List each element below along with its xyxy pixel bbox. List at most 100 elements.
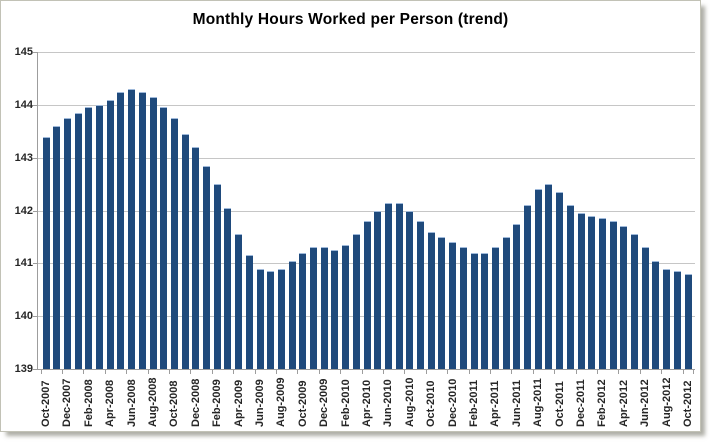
y-axis-tick-label: 145 xyxy=(14,46,33,58)
bar xyxy=(417,221,424,369)
bar xyxy=(277,268,285,369)
x-axis-tick xyxy=(361,370,363,374)
bar xyxy=(663,268,671,369)
bar xyxy=(577,213,585,369)
bar xyxy=(374,210,382,369)
bar xyxy=(53,125,61,369)
x-axis-tick-label: Aug-2008 xyxy=(147,377,159,427)
bar xyxy=(481,252,489,369)
y-axis-tick-label: 139 xyxy=(14,363,33,375)
x-axis-tick xyxy=(254,370,256,374)
bar xyxy=(427,231,435,369)
x-axis-tick-label: Dec-2010 xyxy=(446,378,459,427)
x-axis-tick-label: Dec-2011 xyxy=(575,379,587,427)
bar xyxy=(213,184,221,369)
bar xyxy=(684,273,692,369)
x-axis-tick xyxy=(126,370,128,374)
gridline xyxy=(38,157,695,159)
x-axis-tick-label: Aug-2009 xyxy=(275,377,288,427)
x-axis-tick xyxy=(147,370,149,374)
x-axis-tick xyxy=(425,370,427,374)
x-axis-tick xyxy=(297,370,299,374)
x-axis-tick xyxy=(532,370,534,374)
bar xyxy=(620,226,628,369)
x-axis-tick-label: Feb-2009 xyxy=(211,379,224,427)
framed-chart-image: Monthly Hours Worked per Person (trend) … xyxy=(0,0,701,432)
bar xyxy=(245,255,253,369)
x-axis-tick-label: Aug-2012 xyxy=(660,377,673,427)
y-axis-line xyxy=(37,52,38,370)
bar xyxy=(395,202,403,369)
bar xyxy=(524,205,531,369)
bar xyxy=(63,118,71,369)
x-axis-tick-label: Jun-2012 xyxy=(639,379,652,427)
bar xyxy=(192,147,200,369)
bar xyxy=(256,268,264,369)
bar xyxy=(117,91,125,369)
bar xyxy=(138,91,146,369)
bar xyxy=(652,260,660,369)
bar xyxy=(556,192,564,369)
x-axis-tick-label: Dec-2008 xyxy=(189,378,202,427)
x-axis-tick xyxy=(554,370,556,374)
bar xyxy=(74,112,82,369)
bar xyxy=(534,189,542,369)
x-axis-tick-label: Feb-2011 xyxy=(468,379,480,427)
bar xyxy=(545,184,553,369)
y-axis-tick-label: 141 xyxy=(14,257,33,270)
x-axis-tick xyxy=(383,370,385,374)
x-axis-tick-label: Apr-2011 xyxy=(489,380,502,427)
bar xyxy=(331,250,339,369)
gridline xyxy=(38,210,695,212)
x-axis-tick xyxy=(511,370,513,374)
bar xyxy=(160,107,168,369)
x-axis-tick-label: Oct-2010 xyxy=(425,380,438,427)
bar xyxy=(470,252,478,369)
x-axis-tick-label: Apr-2010 xyxy=(361,379,373,427)
bar xyxy=(598,218,606,369)
x-axis-tick xyxy=(104,370,106,374)
y-axis-tick xyxy=(33,104,37,106)
bar xyxy=(609,221,617,369)
bar xyxy=(181,133,189,369)
bar xyxy=(224,207,232,369)
y-axis-tick xyxy=(33,157,37,159)
x-axis-tick xyxy=(190,370,192,374)
bar xyxy=(96,104,103,369)
x-axis-tick xyxy=(468,370,470,374)
x-axis-tick xyxy=(40,370,42,374)
bar xyxy=(513,223,521,369)
x-axis-tick xyxy=(340,370,342,374)
chart-title: Monthly Hours Worked per Person (trend) xyxy=(192,11,509,28)
x-axis-tick xyxy=(661,370,663,374)
bar xyxy=(320,247,328,369)
x-axis-tick xyxy=(83,370,85,374)
bar xyxy=(288,260,296,369)
x-axis-tick-label: Oct-2012 xyxy=(682,380,694,427)
x-axis-tick-label: Jun-2008 xyxy=(125,379,138,427)
y-axis-tick xyxy=(33,52,37,53)
bar xyxy=(149,96,157,369)
x-axis-tick xyxy=(639,370,641,374)
x-axis-tick-label: Jun-2009 xyxy=(254,379,266,427)
x-axis-tick-label: Aug-2011 xyxy=(532,378,545,427)
bar xyxy=(352,234,360,369)
bar xyxy=(42,136,50,369)
bar xyxy=(203,165,210,369)
bar xyxy=(631,234,638,369)
x-axis-tick xyxy=(575,370,577,374)
bar xyxy=(491,247,499,369)
x-axis-tick-label: Oct-2008 xyxy=(168,380,181,427)
y-axis-tick-label: 144 xyxy=(14,98,33,111)
x-axis-tick-label: Dec-2007 xyxy=(61,378,74,427)
bar xyxy=(566,205,574,369)
bar xyxy=(449,242,457,369)
x-axis-tick-label: Oct-2007 xyxy=(40,380,52,427)
bar xyxy=(299,252,307,369)
bar xyxy=(673,271,681,369)
x-axis-tick-label: Jun-2011 xyxy=(510,379,523,427)
x-axis-tick xyxy=(318,370,320,374)
y-axis-tick xyxy=(33,210,37,212)
x-axis-tick-label: Aug-2010 xyxy=(403,377,416,427)
x-axis-tick xyxy=(597,370,599,374)
